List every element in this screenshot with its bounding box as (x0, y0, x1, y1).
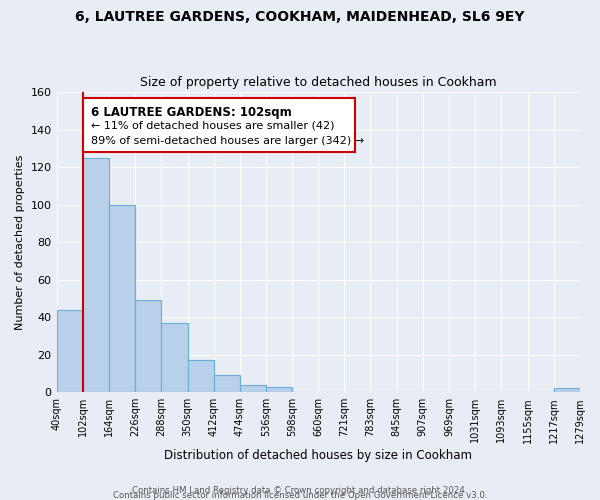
Bar (135, 300, 161, 392)
Bar (83, 158, 109, 392)
FancyBboxPatch shape (83, 98, 355, 152)
Text: 6, LAUTREE GARDENS, COOKHAM, MAIDENHEAD, SL6 9EY: 6, LAUTREE GARDENS, COOKHAM, MAIDENHEAD,… (75, 10, 525, 24)
Text: 6 LAUTREE GARDENS: 102sqm: 6 LAUTREE GARDENS: 102sqm (91, 106, 292, 118)
Bar (56, 310, 83, 392)
Text: Contains HM Land Registry data © Crown copyright and database right 2024.: Contains HM Land Registry data © Crown c… (132, 486, 468, 495)
Y-axis label: Number of detached properties: Number of detached properties (15, 154, 25, 330)
X-axis label: Distribution of detached houses by size in Cookham: Distribution of detached houses by size … (164, 450, 472, 462)
Title: Size of property relative to detached houses in Cookham: Size of property relative to detached ho… (140, 76, 497, 90)
Bar (214, 376, 240, 392)
Bar (554, 388, 580, 392)
Bar (109, 204, 135, 392)
Bar (161, 323, 188, 392)
Bar (266, 386, 292, 392)
Text: 89% of semi-detached houses are larger (342) →: 89% of semi-detached houses are larger (… (91, 136, 364, 145)
Text: ← 11% of detached houses are smaller (42): ← 11% of detached houses are smaller (42… (91, 120, 334, 130)
Text: Contains public sector information licensed under the Open Government Licence v3: Contains public sector information licen… (113, 490, 487, 500)
Bar (188, 360, 214, 392)
Bar (240, 384, 266, 392)
